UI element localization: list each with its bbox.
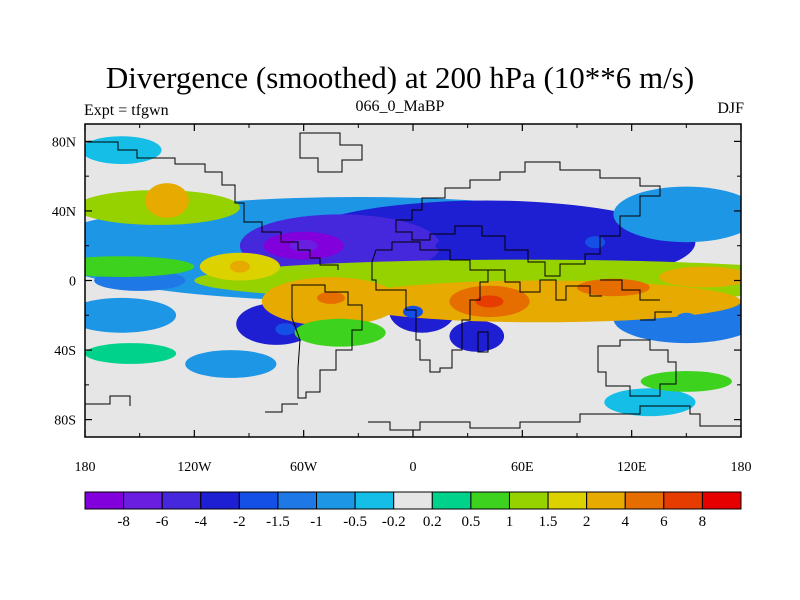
coastline-greenland (299, 132, 363, 173)
experiment-label: Expt = tfgwn (84, 102, 169, 119)
colorbar-box (123, 491, 163, 510)
field-region-27 (640, 371, 732, 392)
colorbar-label: -8 (117, 514, 130, 530)
field-feature-convergence-0 (289, 239, 318, 252)
colorbar-box (624, 491, 665, 510)
colorbar-box (200, 491, 240, 510)
x-tick-label: 120W (177, 460, 212, 475)
colorbar-box (586, 491, 626, 510)
season-label: DJF (717, 100, 744, 117)
map-area (84, 123, 742, 438)
colorbar-box (470, 491, 510, 510)
colorbar-label: -4 (195, 514, 208, 530)
colorbar-label: -6 (156, 514, 169, 530)
y-tick-label: 40N (52, 205, 76, 220)
y-tick-label: 0 (69, 275, 76, 290)
divergence-field (85, 136, 741, 417)
coastline-maritime (600, 279, 672, 321)
colorbar-label: 0.5 (462, 514, 481, 530)
field-region-11 (449, 320, 505, 352)
field-region-26 (85, 343, 177, 364)
colorbar-box (84, 491, 125, 510)
colorbar-box (354, 491, 395, 510)
field-feature-divergence-7 (475, 295, 504, 308)
field-feature-convergence-1 (435, 239, 464, 252)
colorbar-label: 4 (621, 514, 629, 530)
y-tick-label: 80N (52, 135, 76, 150)
colorbar-label: 0.2 (423, 514, 442, 530)
field-region-13 (604, 388, 696, 417)
field-feature-convergence-4 (403, 305, 423, 318)
field-region-23 (85, 256, 195, 277)
axes: 180 120W 60W 0 60E 120E 180 80N 40N 0 40S 80S (52, 124, 752, 475)
colorbar-box (161, 491, 202, 510)
coastline-north-america (85, 141, 339, 270)
colorbar-label: -1.5 (266, 514, 290, 530)
field-region-10 (85, 297, 177, 333)
field-feature-divergence-11 (229, 260, 250, 273)
colorbar-label: -0.5 (343, 514, 367, 530)
colorbar-label: 2 (583, 514, 591, 530)
coastlines (85, 132, 741, 431)
field-feature-divergence-8 (599, 283, 628, 296)
x-tick-label: 180 (75, 460, 96, 475)
coastline-africa (371, 241, 489, 373)
colorbar-label: -2 (233, 514, 246, 530)
x-tick-label: 60E (511, 460, 534, 475)
field-feature-convergence-3 (275, 323, 296, 336)
x-tick-label: 180 (731, 460, 752, 475)
colorbar-box (393, 491, 433, 510)
x-tick-label: 0 (410, 460, 417, 475)
field-region-25 (294, 318, 386, 347)
field-region-12 (185, 350, 277, 378)
colorbar: -8 -6 -4 -2 -1.5 -1 -0.5 -0.2 0.2 0.5 1 1.5 2 4 6 8 (84, 491, 742, 530)
colorbar-box (547, 491, 588, 510)
colorbar-box (701, 491, 742, 510)
colorbar-label: -0.2 (382, 514, 406, 530)
run-label: 066_0_MaBP (355, 98, 445, 115)
field-region-20 (659, 266, 741, 288)
colorbar-label: -1 (310, 514, 323, 530)
colorbar-label: 6 (660, 514, 668, 530)
colorbar-label: 1.5 (539, 514, 558, 530)
field-feature-divergence-6 (317, 291, 345, 304)
y-tick-label: 40S (54, 344, 76, 359)
y-tick-label: 80S (54, 414, 76, 429)
coastline-antarctica (85, 395, 741, 431)
chart-title: Divergence (smoothed) at 200 hPa (10**6 … (105, 60, 695, 95)
colorbar-box (238, 491, 279, 510)
x-tick-label: 120E (617, 460, 647, 475)
field-feature-divergence-10 (147, 196, 168, 209)
field-feature-convergence-2 (585, 236, 606, 249)
coastline-madagascar (477, 331, 489, 353)
colorbar-label: 1 (506, 514, 514, 530)
field-feature-divergence-9 (703, 271, 724, 283)
colorbar-box (431, 491, 472, 510)
field-feature-convergence-5 (676, 312, 697, 325)
colorbar-box (663, 491, 703, 510)
coastline-arabia-india (488, 269, 602, 301)
field-region-5 (613, 186, 741, 243)
coastline-south-america (291, 284, 363, 399)
colorbar-box (508, 491, 549, 510)
colorbar-box (277, 491, 318, 510)
colorbar-label: 8 (699, 514, 707, 530)
coastline-australia (597, 339, 677, 397)
x-tick-label: 60W (290, 460, 318, 475)
colorbar-box (316, 491, 356, 510)
coastline-europe-asia (395, 161, 661, 277)
